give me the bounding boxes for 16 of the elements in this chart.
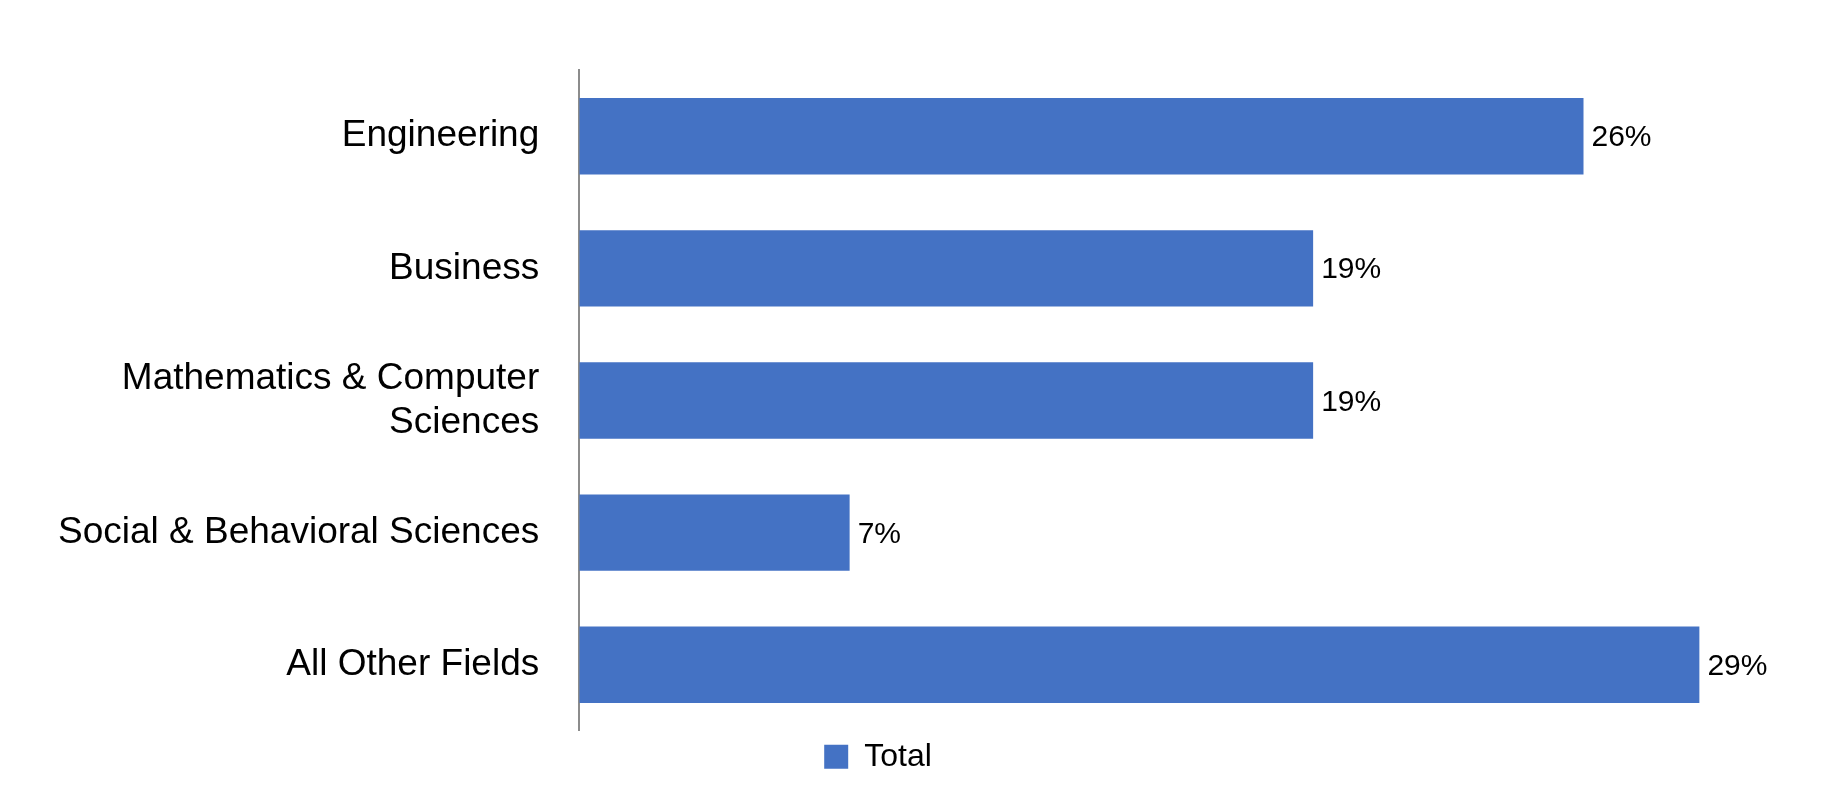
bar	[579, 626, 1700, 703]
y-tick-label: Mathematics & Computer Sciences	[121, 355, 540, 441]
data-label: 26%	[1591, 119, 1652, 153]
data-label: 19%	[1321, 383, 1382, 417]
y-tick-label: All Other Fields	[286, 641, 540, 683]
bar	[579, 230, 1314, 307]
bar	[579, 362, 1314, 439]
y-tick-label: Business	[389, 245, 540, 287]
legend-label: Total	[864, 736, 932, 773]
data-label: 19%	[1321, 251, 1382, 285]
y-tick-label: Social & Behavioral Sciences	[57, 509, 540, 551]
data-label: 29%	[1707, 647, 1768, 681]
bar	[579, 98, 1584, 175]
y-tick-label: Engineering	[341, 113, 540, 155]
bar	[579, 494, 850, 571]
data-label: 7%	[857, 515, 901, 549]
